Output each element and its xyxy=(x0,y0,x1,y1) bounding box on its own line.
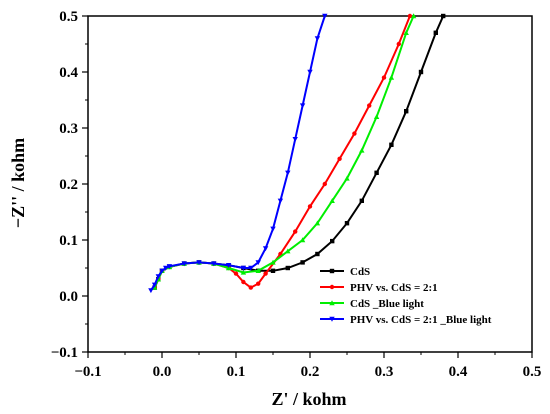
y-tick-label: 0.1 xyxy=(59,233,78,249)
legend-entry: CdS _Blue light xyxy=(320,298,424,310)
data-point xyxy=(315,36,320,41)
data-point xyxy=(234,271,238,275)
data-point xyxy=(337,157,341,161)
series-line xyxy=(155,16,410,288)
data-point xyxy=(308,204,312,208)
data-point xyxy=(389,143,393,147)
data-point xyxy=(397,42,401,46)
data-point xyxy=(374,114,379,119)
data-point xyxy=(293,229,297,233)
series-2 xyxy=(152,14,412,290)
data-point xyxy=(270,227,275,232)
data-point xyxy=(249,285,253,289)
legend-label: PHV vs. CdS = 2:1 _Blue light xyxy=(350,314,492,326)
series-4 xyxy=(148,14,327,293)
y-tick-label: 0.5 xyxy=(59,9,78,25)
x-tick-label: 0.4 xyxy=(449,364,468,380)
legend-entry: CdS xyxy=(320,266,370,278)
data-point xyxy=(352,131,356,135)
y-tick-label: 0.0 xyxy=(59,289,78,305)
series-1 xyxy=(152,14,445,290)
y-tick-label: 0.3 xyxy=(59,121,78,137)
data-point xyxy=(323,182,327,186)
data-point xyxy=(271,269,275,273)
x-tick-label: 0.5 xyxy=(523,364,542,380)
legend-label: CdS _Blue light xyxy=(350,298,424,310)
data-point xyxy=(434,31,438,35)
data-point xyxy=(367,103,371,107)
legend-entry: PHV vs. CdS = 2:1 xyxy=(320,282,438,294)
legend-label: CdS xyxy=(350,266,370,278)
data-point xyxy=(300,260,304,264)
plot-frame xyxy=(88,16,532,352)
series-line xyxy=(155,16,444,288)
legend-entry: PHV vs. CdS = 2:1 _Blue light xyxy=(320,314,492,326)
data-point xyxy=(307,70,312,75)
data-point xyxy=(389,75,394,80)
y-tick-label: 0.4 xyxy=(59,65,78,81)
data-point xyxy=(263,271,267,275)
legend-swatch-marker xyxy=(330,285,334,289)
x-tick-label: 0.1 xyxy=(227,364,246,380)
data-point xyxy=(360,199,364,203)
data-point xyxy=(241,280,245,284)
legend-layer: CdS PHV vs. CdS = 2:1 CdS _Blue light PHV v… xyxy=(320,266,492,326)
y-axis-label: −Z'' / kohm xyxy=(8,138,28,228)
data-point xyxy=(286,266,290,270)
legend-swatch-marker xyxy=(330,269,334,273)
data-point xyxy=(278,199,283,204)
x-tick-label: −0.1 xyxy=(74,364,101,380)
data-point xyxy=(374,171,378,175)
x-tick-label: 0.2 xyxy=(301,364,320,380)
data-point xyxy=(330,239,334,243)
data-point xyxy=(404,109,408,113)
legend-label: PHV vs. CdS = 2:1 xyxy=(350,282,438,294)
data-point xyxy=(382,75,386,79)
data-point xyxy=(419,70,423,74)
data-point xyxy=(300,103,305,108)
series-line xyxy=(151,16,325,290)
data-point xyxy=(148,288,153,293)
x-tick-label: 0.3 xyxy=(375,364,394,380)
data-point xyxy=(441,14,445,18)
data-point xyxy=(315,252,319,256)
x-axis-label: Z' / kohm xyxy=(271,389,346,409)
data-point xyxy=(256,281,260,285)
x-tick-label: 0.0 xyxy=(153,364,172,380)
data-point xyxy=(293,137,298,142)
series-layer xyxy=(148,13,445,293)
data-point xyxy=(285,171,290,176)
y-tick-label: 0.2 xyxy=(59,177,78,193)
data-point xyxy=(345,221,349,225)
y-tick-label: −0.1 xyxy=(51,345,78,361)
